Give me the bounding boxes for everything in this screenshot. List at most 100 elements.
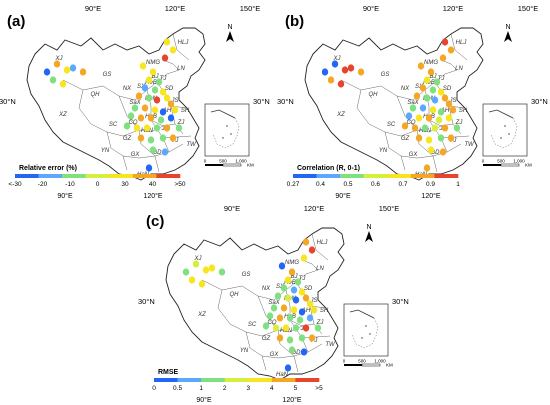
site-marker [290, 286, 298, 294]
province-label-fj: FJ [172, 138, 180, 144]
lon-label-top: 120°E [443, 4, 464, 13]
province-label-gz: GZ [401, 136, 410, 142]
province-label-fj: FJ [311, 338, 319, 344]
scale-unit: KM [525, 163, 532, 168]
province-label-heb: HeB [423, 80, 435, 86]
legend-tick-label: 0.5 [343, 181, 352, 188]
site-marker [149, 68, 157, 76]
site-marker [276, 314, 284, 322]
lon-label-bottom: 90°E [196, 396, 212, 404]
province-label-tj: TJ [299, 276, 307, 282]
province-label-zj: ZJ [316, 320, 325, 326]
site-marker [137, 114, 145, 122]
site-marker [262, 322, 270, 330]
site-marker [306, 314, 314, 322]
site-marker [437, 134, 445, 142]
site-marker [413, 92, 421, 100]
site-marker [157, 116, 165, 124]
legend-tick-label: 40 [149, 181, 157, 188]
legend-swatch [62, 174, 87, 178]
site-marker [429, 86, 437, 94]
legend-swatch [410, 174, 435, 178]
china-map: XJXZQHGSNMGHLJLNBJTJHeBSXSDHeNSaXNXJSAHS… [165, 227, 345, 381]
site-marker [294, 278, 302, 286]
legend-swatch [340, 174, 365, 178]
province-label-qh: QH [91, 92, 101, 98]
province-label-ln: LN [316, 266, 324, 272]
site-marker [437, 88, 445, 96]
site-marker [43, 68, 51, 76]
site-marker [63, 66, 71, 74]
site-marker [417, 62, 425, 70]
north-label: N [505, 24, 510, 31]
province-label-tw: TW [186, 142, 197, 148]
site-marker [310, 306, 318, 314]
site-marker [411, 124, 419, 132]
site-marker [188, 276, 196, 284]
province-label-sax: SaX [129, 100, 141, 106]
legend-tick-label: 30 [121, 181, 129, 188]
site-marker [302, 238, 310, 246]
province-label-sc: SC [387, 122, 396, 128]
map-panel-a: (a) 90°E 120°E 150°E XJ XZ QH GS NMG HLJ LN BJ TJHeB… [0, 4, 270, 200]
site-marker [266, 312, 274, 320]
legend-swatch [316, 174, 341, 178]
site-marker [161, 148, 169, 156]
province-label-ln: LN [455, 66, 463, 72]
site-marker [163, 124, 171, 132]
map-panel-b: (b) 90°E 120°E 150°E XJ XZ QH GS NMG HLJ LN BJ TJHeB… [277, 4, 548, 200]
north-arrow-icon [504, 31, 512, 42]
province-label-heb: HeB [145, 80, 157, 86]
province-label-nx: NX [262, 286, 271, 292]
legend-swatch [363, 174, 388, 178]
site-marker [145, 164, 153, 172]
site-marker [145, 76, 153, 84]
site-marker [288, 346, 296, 354]
province-label-hlj: HLJ [317, 240, 329, 246]
province-label-cq: CQ [129, 120, 138, 126]
legend-tick-label: -10 [65, 181, 75, 188]
province-label-gs: GS [242, 272, 251, 278]
site-marker [314, 324, 322, 332]
legend-swatch [85, 174, 110, 178]
north-arrow-icon [365, 231, 373, 242]
site-marker [141, 104, 149, 112]
lon-label-bottom: 120°E [143, 192, 162, 200]
province-label-tj: TJ [160, 76, 168, 82]
legend-swatch [224, 378, 249, 382]
site-marker [151, 106, 159, 114]
site-marker [159, 88, 167, 96]
legend-tick-label: 0 [96, 181, 100, 188]
province-label-gd: GD [431, 150, 441, 156]
site-marker [337, 80, 345, 88]
province-label-gx: GX [270, 352, 280, 358]
legend-tick-label: <-30 [8, 181, 22, 188]
legend-tick-label: 0.27 [287, 181, 300, 188]
lon-label-bottom: 90°E [57, 192, 73, 200]
legend-tick-label: 3 [246, 385, 250, 392]
province-label-bj: BJ [151, 74, 159, 80]
legend-swatch [38, 174, 63, 178]
legend-swatch [132, 174, 157, 178]
legend-swatch [248, 378, 273, 382]
site-marker [300, 348, 308, 356]
province-label-cq: CQ [407, 120, 416, 126]
site-marker [192, 260, 200, 268]
site-marker [415, 134, 423, 142]
site-marker [441, 94, 449, 102]
site-marker [282, 324, 290, 332]
site-marker [431, 124, 439, 132]
province-label-yn: YN [379, 148, 388, 154]
lat-label-left: 30°N [138, 297, 155, 306]
site-marker [143, 124, 151, 132]
scale-label: 500 [219, 159, 227, 164]
site-marker [302, 294, 310, 302]
site-marker [405, 112, 413, 120]
north-label: N [227, 24, 232, 31]
site-marker [445, 114, 453, 122]
site-marker [167, 114, 175, 122]
site-marker [441, 124, 449, 132]
map-panel-c: (c) 90°E 120°E 150°E XJ XZ QH GS NMG HLJ LN BJ TJHeB… [138, 204, 409, 404]
lat-label-left: 30°N [277, 97, 294, 106]
province-label-hlj: HLJ [178, 40, 190, 46]
